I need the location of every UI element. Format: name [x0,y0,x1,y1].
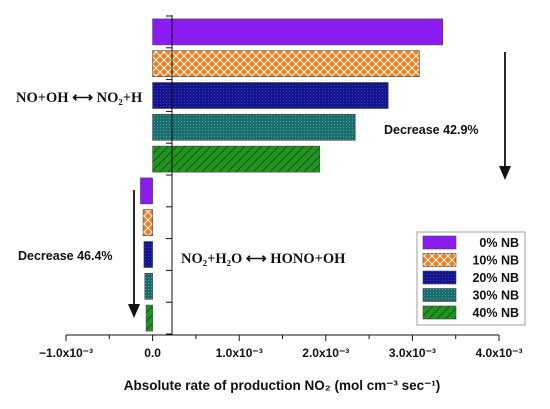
reaction-label-2: NO₂+H₂O ⟷ HONO+OH [181,251,346,267]
y-ticks [166,15,172,335]
x-tick-label: 1.0x10⁻³ [216,346,263,360]
reaction-label-1: NO+OH ⟷ NO₂+H [16,90,143,106]
decrease-annotation-1: Decrease 42.9% [384,123,479,137]
x-tick-label: 2.0x10⁻³ [302,346,349,360]
legend-swatch [422,270,457,285]
legend-label: 0% NB [479,236,519,250]
bars-layer [140,18,444,332]
bar-2-40-nb [145,304,153,332]
x-tick-label: 0.0 [144,346,161,360]
legend-swatch [422,235,457,250]
bar-2-0-nb [140,177,153,205]
x-tick-label: −1.0x10⁻³ [39,346,93,360]
bar-1-30-nb [152,114,356,141]
bar-1-10-nb [152,50,420,78]
legend-label: 20% NB [472,271,519,285]
bar-1-0-nb [152,18,444,46]
bar-2-20-nb [143,241,153,268]
legend-swatch [422,305,457,320]
legend-swatch [422,288,457,302]
x-tick-label: 3.0x10⁻³ [389,346,436,360]
decrease-annotation-2: Decrease 46.4% [18,249,113,263]
x-tick-label: 4.0x10⁻³ [475,346,522,360]
legend-label: 30% NB [472,289,519,303]
legend: 0% NB 10% NB 20% NB 30% NB 40% NB [416,231,526,326]
bar-1-20-nb [152,82,389,109]
bar-2-30-nb [144,272,153,300]
x-ticks: −1.0x10⁻³ 0.0 1.0x10⁻³ 2.0x10⁻³ 3.0x10⁻³ 4.0x… [39,335,523,360]
down-arrow-1 [499,52,511,180]
legend-swatch [422,253,457,267]
down-arrow-2 [128,190,140,318]
bar-1-40-nb [152,145,321,173]
legend-label: 10% NB [472,254,519,268]
x-axis-title: Absolute rate of production NO₂ (mol cm⁻… [124,378,441,393]
bar-2-10-nb [142,209,153,236]
legend-label: 40% NB [472,306,519,320]
